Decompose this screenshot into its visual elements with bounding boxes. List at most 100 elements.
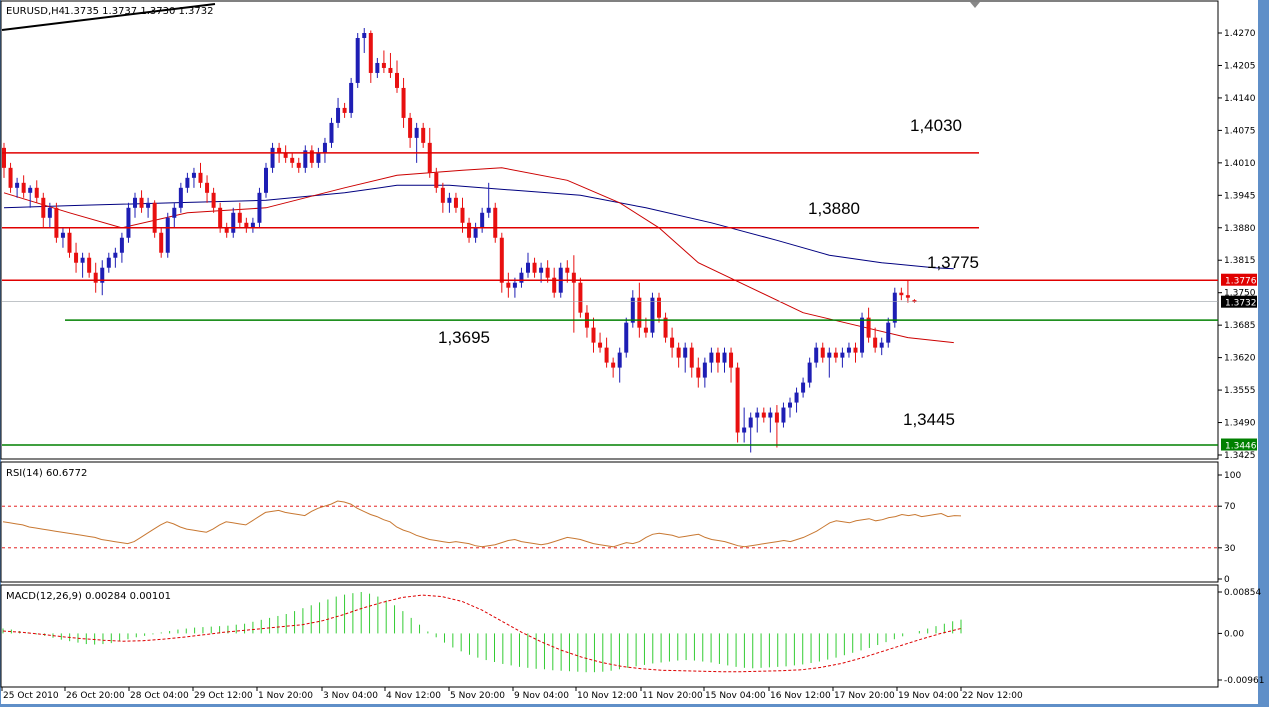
candle-body: [650, 297, 655, 333]
candle-body: [28, 187, 33, 193]
candle-body: [899, 292, 904, 296]
candle-body: [408, 117, 413, 138]
candle-body: [814, 347, 819, 363]
trendline[interactable]: [1, 3, 216, 31]
candle-body: [375, 62, 380, 73]
price-levels: 1,4030 1,3880 1,3775 1,3695 1,3445: [2, 116, 1218, 446]
rsi-tick-label: 0: [1224, 575, 1230, 585]
candle-body: [453, 197, 458, 208]
macd-label: MACD(12,26,9) 0.00284 0.00101: [6, 591, 171, 602]
candle-body: [801, 382, 806, 393]
price-marker-box: [1221, 438, 1257, 451]
candle-body: [395, 72, 399, 88]
candle-body: [663, 317, 668, 338]
candle-body: [866, 317, 871, 338]
time-tick-label: 22 Nov 12:00: [962, 691, 1023, 701]
candle-body: [198, 172, 203, 183]
candle-body: [21, 182, 26, 193]
rsi-label: RSI(14) 60.6772: [6, 468, 87, 479]
macd-tick-label: 0.00854: [1224, 588, 1261, 598]
candle-body: [381, 62, 386, 68]
price-marker-box: [1221, 295, 1257, 308]
candle-body: [846, 347, 851, 353]
candle-body: [545, 267, 550, 278]
candle-body: [689, 347, 694, 368]
candle-body: [912, 300, 917, 302]
candle-body: [729, 352, 734, 368]
candle-body: [205, 182, 210, 193]
price-tick-label: 1.3490: [1224, 419, 1256, 429]
candle-body: [54, 207, 59, 238]
candle-body: [113, 252, 118, 258]
candle-body: [8, 167, 13, 188]
candle-body: [159, 232, 164, 253]
candle-body: [493, 207, 498, 238]
candle-body: [250, 222, 255, 228]
candle-body: [93, 272, 98, 283]
candle-body: [879, 342, 884, 348]
price-axis: 1.4270 1.4205 1.4140 1.4075 1.4010 1.3945 1.38…: [1218, 29, 1256, 461]
candle-body: [336, 107, 341, 123]
candle-body: [146, 202, 151, 208]
candle-body: [414, 127, 419, 138]
candle-body: [47, 207, 52, 218]
candle-body: [224, 227, 229, 233]
candle-body: [362, 33, 367, 38]
candle-body: [735, 367, 740, 433]
candle-body: [172, 207, 177, 218]
candle-body: [349, 82, 354, 113]
resistance-label: 1,3775: [927, 253, 979, 272]
candle-body: [87, 257, 92, 273]
candle-body: [2, 147, 6, 168]
time-tick-label: 28 Oct 04:00: [130, 691, 189, 701]
candle-body: [532, 262, 537, 273]
rsi-tick-label: 70: [1224, 502, 1236, 512]
macd-pane[interactable]: [0, 584, 1219, 688]
candle-body: [768, 412, 773, 418]
rsi-pane[interactable]: [0, 461, 1219, 583]
candle-body: [355, 37, 360, 83]
price-tick-label: 1.4270: [1224, 29, 1256, 39]
candle-body: [506, 282, 511, 288]
candle-body: [316, 152, 321, 163]
candle-body: [630, 297, 635, 323]
candle-body: [126, 207, 131, 238]
candle-body: [637, 297, 642, 328]
scroll-marker-icon[interactable]: [970, 2, 980, 8]
time-tick-label: 3 Nov 04:00: [323, 691, 378, 701]
candle-body: [434, 172, 439, 188]
candle-body: [715, 352, 720, 363]
time-tick-label: 25 Oct 2010: [3, 691, 59, 701]
time-tick-label: 19 Nov 04:00: [898, 691, 959, 701]
candle-body: [67, 232, 72, 253]
candle-body: [873, 337, 878, 348]
price-marker-label: 1.3446: [1225, 442, 1257, 452]
time-tick-label: 16 Nov 12:00: [770, 691, 831, 701]
price-pane[interactable]: [0, 0, 1219, 460]
time-tick-label: 5 Nov 20:00: [450, 691, 505, 701]
candle-body: [264, 167, 268, 193]
time-tick-label: 4 Nov 12:00: [386, 691, 441, 701]
macd-tick-label: -0.00961: [1224, 676, 1264, 686]
candle-body: [80, 257, 85, 263]
rsi-series: [2, 500, 1218, 549]
macd-axis: 0.00854 0.00 -0.00961: [1218, 588, 1264, 686]
candle-body: [539, 267, 544, 273]
resistance-label: 1,3880: [808, 199, 860, 218]
ohlc-header: 1.3735 1.3737 1.3730 1.3732: [64, 6, 214, 17]
price-tick-label: 1.4140: [1224, 94, 1256, 104]
candle-body: [565, 267, 570, 273]
candle-body: [290, 157, 295, 163]
candle-body: [657, 297, 661, 318]
macd-tick-label: 0.00: [1224, 629, 1244, 639]
candle-body: [742, 427, 747, 433]
candle-body: [676, 347, 681, 358]
candle-body: [840, 352, 845, 358]
price-tick-label: 1.3815: [1224, 256, 1256, 266]
candle-body: [886, 322, 891, 343]
candle-body: [761, 412, 766, 418]
candle-body: [237, 212, 242, 223]
candle-body: [696, 367, 701, 378]
candle-body: [702, 362, 707, 378]
